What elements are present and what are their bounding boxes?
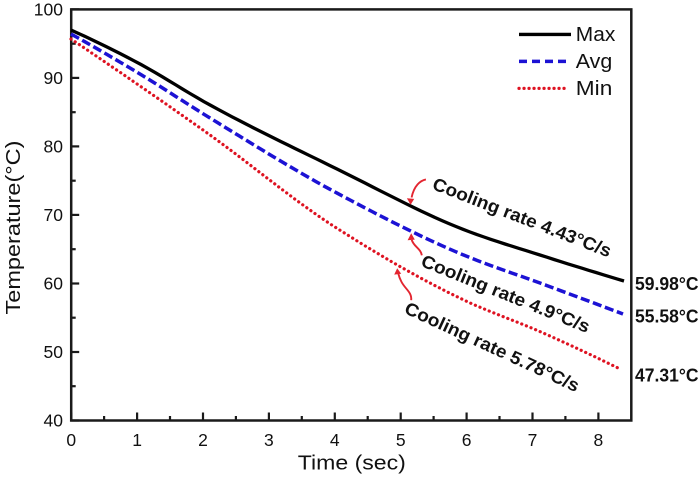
svg-text:55.58°C: 55.58°C — [635, 306, 699, 327]
svg-text:80: 80 — [44, 137, 64, 157]
svg-text:90: 90 — [44, 68, 64, 88]
svg-text:7: 7 — [528, 430, 538, 450]
svg-text:Temperature(°C): Temperature(°C) — [3, 141, 25, 315]
svg-text:40: 40 — [44, 411, 64, 431]
svg-text:70: 70 — [44, 205, 64, 225]
svg-text:8: 8 — [594, 430, 604, 450]
svg-text:Avg: Avg — [576, 51, 613, 73]
svg-text:4: 4 — [330, 430, 340, 450]
svg-text:1: 1 — [132, 430, 142, 450]
svg-text:Time (sec): Time (sec) — [298, 453, 406, 475]
svg-text:0: 0 — [66, 430, 76, 450]
svg-text:6: 6 — [462, 430, 472, 450]
svg-text:Max: Max — [576, 24, 616, 46]
svg-text:5: 5 — [396, 430, 406, 450]
svg-text:60: 60 — [44, 274, 64, 294]
svg-text:2: 2 — [198, 430, 208, 450]
svg-text:Min: Min — [576, 78, 613, 100]
svg-text:59.98°C: 59.98°C — [635, 273, 699, 294]
svg-text:3: 3 — [264, 430, 274, 450]
svg-text:100: 100 — [34, 0, 63, 20]
svg-text:50: 50 — [44, 342, 64, 362]
svg-text:47.31°C: 47.31°C — [635, 365, 699, 386]
